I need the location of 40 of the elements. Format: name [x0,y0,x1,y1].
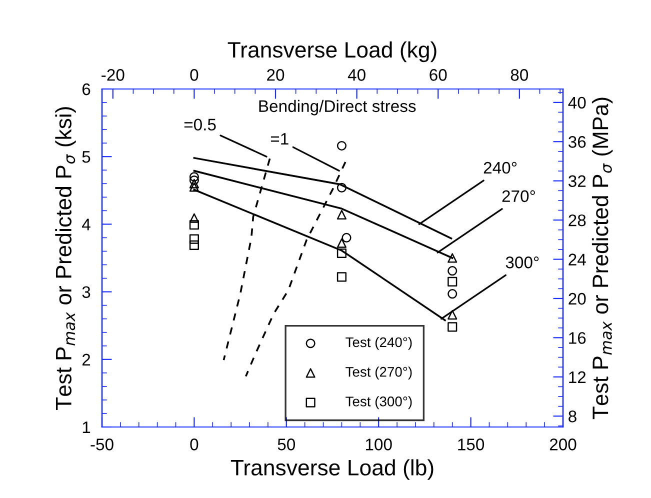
y-tick-label: 4 [82,218,90,230]
y-tick-label: 6 [82,83,90,96]
legend-label: Test (240°) [346,336,412,350]
legend-label: Test (300°) [346,396,412,410]
x2-tick-label: -20 [102,69,124,81]
y2-tick-label: 32 [568,175,586,188]
x2-tick-label: 40 [348,69,366,81]
annotation: =1 [270,133,288,145]
y-tick-label: 3 [82,286,90,298]
y2-tick-label: 12 [569,371,586,383]
y2-tick-label: 16 [569,332,586,344]
x-axis-title: Transverse Load (lb) [230,459,434,480]
y2-tick-label: 28 [568,214,586,226]
legend-label: Test (270°) [346,366,412,380]
y-tick-label: 5 [82,151,90,163]
y2-axis-title: Test P$_{max}$ or Predicted P$_{σ}$ (MPa) [592,98,613,420]
x2-tick-label: 0 [190,69,198,81]
y2-tick-label: 20 [568,292,586,305]
annotation: Bending/Direct stress [259,100,416,116]
y2-tick-label: 40 [568,96,586,109]
annotation: 300° [506,256,539,268]
y-tick-label: 2 [82,354,90,366]
y2-tick-label: 36 [568,136,586,148]
annotation: 240° [484,162,517,174]
x-tick-label: 200 [550,438,576,450]
x-tick-label: 150 [458,438,484,450]
annotation: =0.5 [184,118,216,131]
x-tick-label: 100 [366,438,392,450]
x2-tick-label: 80 [510,69,528,81]
x2-tick-label: 20 [267,69,284,81]
x-tick-label: -50 [90,438,114,450]
y-tick-label: 1 [82,422,90,434]
x2-tick-label: 60 [430,69,447,81]
y-axis-title: Test P$_{max}$ or Predicted P$_{σ}$ (ksi) [55,107,76,410]
x-tick-label: 50 [278,438,296,450]
annotation: 270° [502,190,535,202]
y2-tick-label: 8 [568,410,576,422]
y2-tick-label: 24 [568,254,586,266]
x-tick-label: 0 [190,438,198,450]
x2-axis-title: Transverse Load (kg) [228,41,436,62]
